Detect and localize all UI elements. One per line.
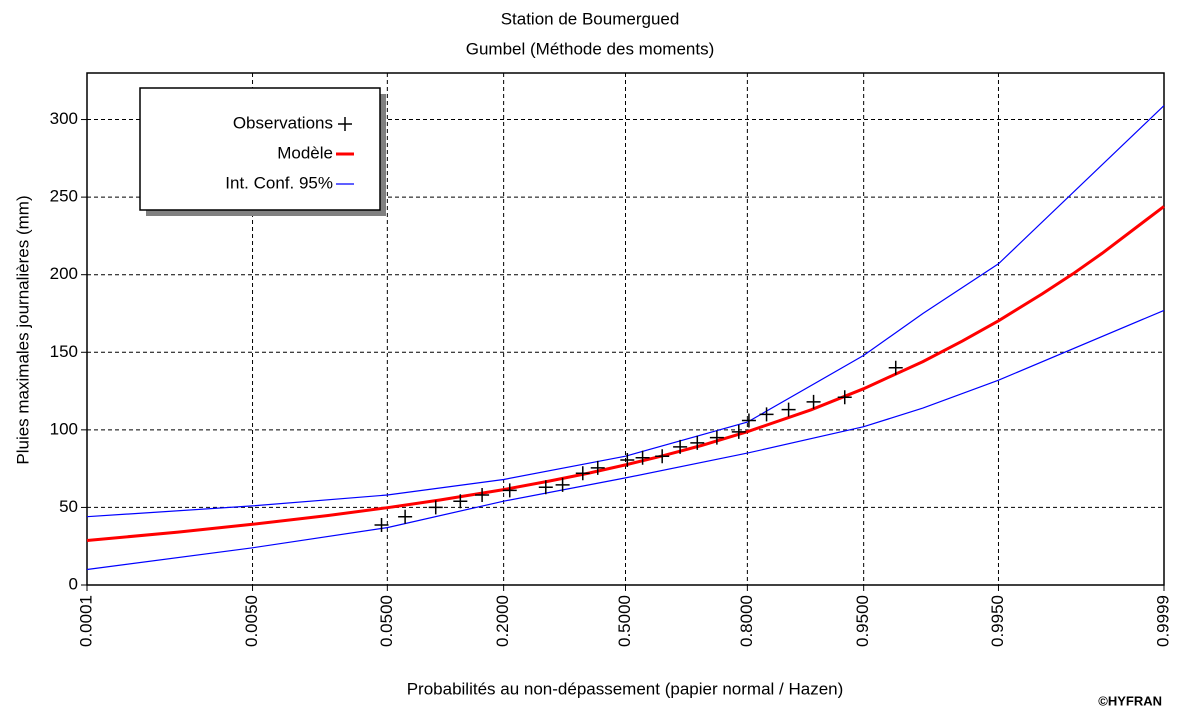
legend-label: Int. Conf. 95% (225, 173, 333, 192)
y-tick-label: 250 (50, 187, 78, 206)
observation-marker (620, 452, 635, 467)
x-tick-label: 0.5000 (615, 595, 634, 647)
observation-marker (374, 517, 389, 532)
x-tick-label: 0.9999 (1153, 595, 1172, 647)
x-tick-label: 0.2000 (493, 595, 512, 647)
observation-marker (690, 435, 705, 450)
observation-marker (741, 413, 756, 428)
legend-label: Observations (233, 113, 333, 132)
observation-marker (837, 390, 852, 405)
y-tick-label: 50 (59, 497, 78, 516)
observation-marker (709, 430, 724, 445)
x-tick-label: 0.9950 (988, 595, 1007, 647)
observation-marker (888, 360, 903, 375)
ci-upper-line (86, 105, 1165, 518)
legend-label: Modèle (277, 143, 333, 162)
observation-marker (590, 460, 605, 475)
y-tick-label: 0 (69, 574, 78, 593)
observation-marker (635, 450, 650, 465)
observation-marker (502, 483, 517, 498)
chart-subtitle: Gumbel (Méthode des moments) (466, 39, 715, 58)
y-tick-label: 150 (50, 342, 78, 361)
observation-marker (781, 402, 796, 417)
ci-lower-line (86, 309, 1165, 571)
x-tick-label: 0.8000 (737, 595, 756, 647)
y-tick-label: 300 (50, 109, 78, 128)
observation-marker (655, 449, 670, 464)
credit: ©HYFRAN (1098, 693, 1162, 708)
x-axis-label: Probabilités au non-dépassement (papier … (407, 679, 844, 698)
chart-title: Station de Boumergued (501, 9, 680, 28)
observation-marker (673, 439, 688, 454)
observation-marker (575, 466, 590, 481)
x-tick-label: 0.0050 (242, 595, 261, 647)
observation-marker (475, 488, 490, 503)
observation-marker (555, 477, 570, 492)
observation-marker (428, 500, 443, 515)
observation-marker (806, 394, 821, 409)
x-tick-label: 0.0001 (76, 595, 95, 647)
observation-marker (731, 424, 746, 439)
plot-border (86, 72, 1165, 586)
legend-marker (338, 117, 352, 131)
observation-marker (759, 407, 774, 422)
legend-box (139, 87, 381, 211)
observation-marker (453, 494, 468, 509)
y-tick-label: 100 (50, 419, 78, 438)
model-line (86, 205, 1165, 542)
x-tick-label: 0.0500 (377, 595, 396, 647)
y-axis-label: Pluies maximales journalières (mm) (13, 195, 32, 464)
observation-marker (398, 509, 413, 524)
y-tick-label: 200 (50, 264, 78, 283)
x-tick-label: 0.9500 (853, 595, 872, 647)
observation-marker (538, 480, 553, 495)
